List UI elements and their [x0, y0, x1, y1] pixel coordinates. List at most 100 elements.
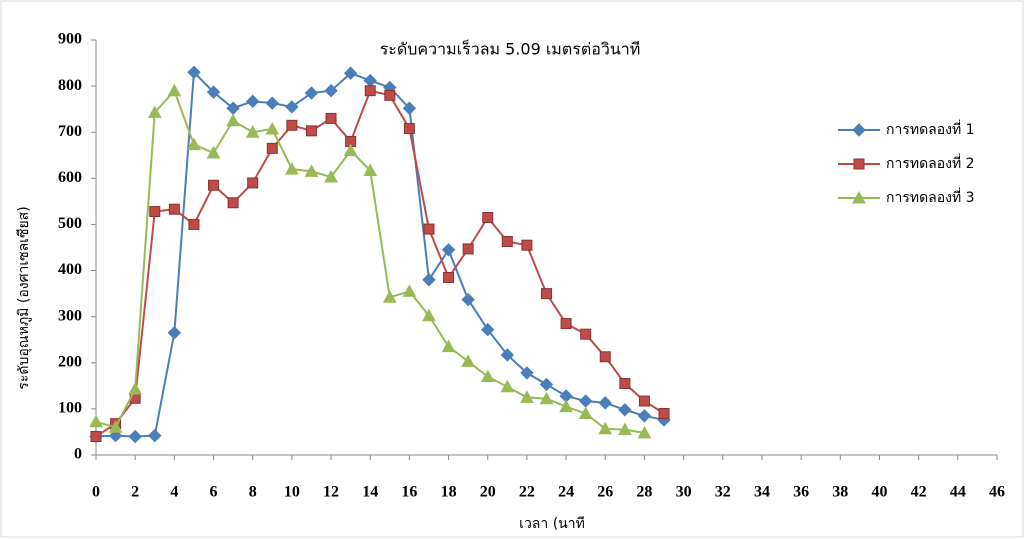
x-tick-label: 46: [989, 484, 1005, 501]
data-point: [343, 66, 358, 80]
x-tick-label: 24: [558, 484, 574, 501]
y-tick-label: 600: [58, 169, 82, 186]
legend-marker: [853, 158, 865, 170]
data-point: [559, 399, 573, 413]
data-point: [423, 223, 435, 235]
data-point: [598, 421, 613, 435]
data-point: [226, 113, 240, 127]
x-tick-label: 10: [284, 484, 300, 501]
data-point: [206, 145, 221, 159]
legend-label: การทดลองที่ 3: [886, 188, 975, 206]
data-point: [500, 379, 515, 393]
data-point: [658, 408, 670, 419]
data-point: [384, 89, 396, 101]
data-point: [343, 143, 358, 157]
data-point: [128, 382, 143, 395]
y-tick-label: 300: [58, 307, 82, 324]
data-point: [637, 425, 652, 439]
data-point: [364, 85, 376, 97]
data-point: [462, 243, 474, 255]
legend-marker: [852, 190, 866, 204]
data-point: [422, 308, 436, 322]
data-point: [482, 212, 494, 224]
data-point: [206, 85, 221, 99]
data-point: [501, 236, 513, 248]
data-point: [168, 203, 180, 215]
data-point: [304, 86, 319, 100]
x-tick-label: 40: [871, 484, 887, 501]
legend-label: การทดลองที่ 1: [886, 120, 975, 138]
data-point: [89, 414, 103, 428]
data-point: [382, 290, 397, 303]
x-tick-label: 18: [441, 484, 457, 501]
data-point: [245, 94, 260, 109]
x-tick-label: 44: [950, 484, 966, 501]
data-point: [461, 292, 475, 307]
data-point: [247, 177, 259, 189]
x-tick-label: 22: [519, 484, 535, 501]
data-point: [363, 163, 378, 176]
data-point: [402, 284, 417, 297]
data-point: [618, 403, 632, 417]
data-point: [265, 121, 280, 135]
data-point: [167, 326, 182, 340]
data-point: [187, 137, 201, 151]
data-point: [443, 271, 455, 283]
data-point: [461, 354, 475, 367]
y-tick-label: 500: [58, 215, 82, 232]
data-point: [325, 112, 337, 124]
data-point: [187, 65, 201, 79]
data-point: [167, 83, 182, 97]
y-tick-label: 0: [74, 446, 82, 463]
data-point: [580, 328, 592, 340]
x-tick-label: 20: [480, 484, 496, 501]
x-tick-label: 16: [401, 484, 417, 501]
y-tick-label: 100: [58, 400, 82, 417]
data-point: [208, 179, 220, 191]
x-tick-label: 26: [597, 484, 613, 501]
data-point: [481, 322, 495, 337]
legend-label: การทดลองที่ 2: [886, 154, 975, 172]
data-point: [128, 429, 142, 444]
data-point: [402, 101, 417, 115]
data-point: [324, 84, 338, 98]
x-tick-label: 8: [249, 484, 257, 501]
x-tick-label: 42: [911, 484, 927, 501]
data-point: [560, 318, 572, 330]
data-point: [90, 431, 102, 443]
data-point: [638, 395, 650, 407]
data-point: [245, 125, 260, 138]
data-point: [539, 377, 554, 392]
data-point: [539, 391, 554, 405]
data-point: [147, 105, 162, 118]
x-tick-label: 0: [92, 484, 100, 501]
x-tick-label: 38: [832, 484, 848, 501]
data-point: [286, 119, 298, 131]
y-tick-label: 900: [58, 31, 82, 48]
data-point: [285, 162, 299, 175]
data-point: [598, 396, 612, 410]
data-point: [599, 351, 611, 363]
data-point: [305, 125, 317, 137]
data-point: [541, 288, 552, 300]
x-tick-label: 2: [131, 484, 139, 501]
data-point: [441, 339, 456, 353]
x-tick-label: 12: [323, 484, 339, 501]
y-tick-label: 200: [58, 353, 82, 370]
data-point: [324, 169, 338, 183]
data-point: [520, 390, 534, 403]
data-point: [285, 100, 299, 114]
x-tick-label: 28: [636, 484, 652, 501]
y-tick-label: 800: [58, 77, 82, 94]
data-point: [521, 239, 533, 251]
x-tick-label: 14: [362, 484, 378, 501]
data-point: [619, 378, 631, 390]
data-point: [637, 409, 652, 423]
x-axis-title: เวลา (นาที: [519, 516, 585, 532]
x-tick-label: 30: [676, 484, 692, 501]
x-tick-label: 6: [210, 484, 218, 501]
data-point: [265, 96, 279, 110]
data-point: [304, 164, 319, 177]
